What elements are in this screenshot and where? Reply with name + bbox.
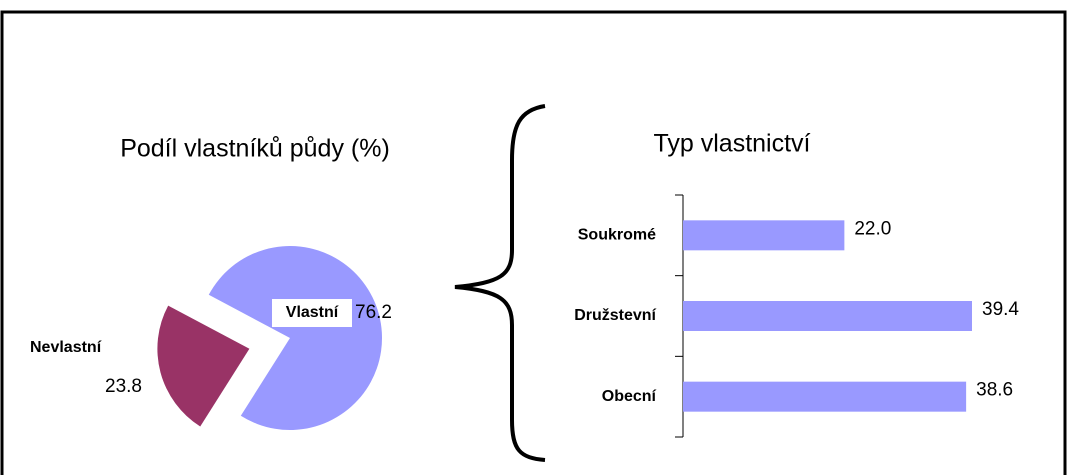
brace — [454, 104, 546, 462]
value-label: 38.6 — [976, 380, 1013, 401]
pie-title: Podíl vlastníků půdy (%) — [120, 135, 390, 163]
value-label: 22.0 — [854, 218, 891, 239]
bar — [683, 220, 845, 251]
slice-value: 23.8 — [105, 376, 142, 397]
bar — [683, 381, 967, 412]
category-label: Obecní — [602, 388, 657, 405]
slice-value: 76.2 — [355, 302, 392, 323]
category-label: Soukromé — [578, 227, 656, 244]
bar — [683, 301, 972, 331]
slice-name: Nevlastní — [30, 339, 102, 356]
value-label: 39.4 — [982, 299, 1019, 320]
pie-slice — [208, 245, 382, 430]
label-box — [272, 299, 352, 327]
category-label: Družstevní — [574, 307, 656, 324]
bar-title: Typ vlastnictví — [654, 130, 811, 158]
pie-slice — [157, 305, 250, 427]
slice-name: Vlastní — [286, 304, 339, 321]
